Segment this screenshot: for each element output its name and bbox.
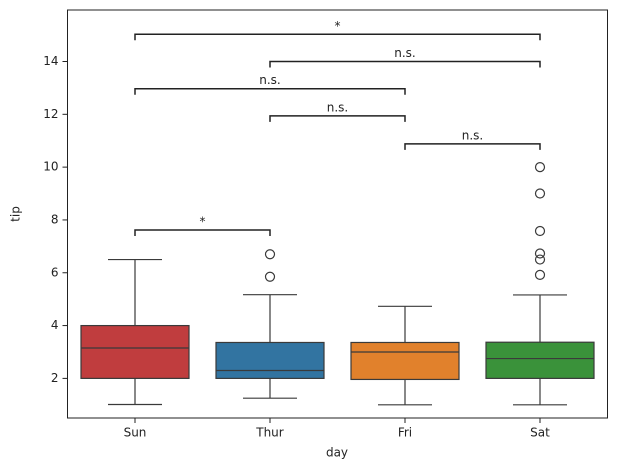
box xyxy=(215,341,325,379)
y-tick-label: 10 xyxy=(43,160,58,174)
outlier xyxy=(534,269,546,280)
significance-bracket xyxy=(269,60,541,68)
outlier xyxy=(264,249,276,260)
y-tick-label: 4 xyxy=(51,318,59,332)
significance-bracket xyxy=(134,229,271,236)
x-tick-label: Thur xyxy=(255,426,284,440)
box xyxy=(80,324,190,379)
y-tick-label: 6 xyxy=(51,265,59,279)
significance-bracket xyxy=(134,87,406,95)
x-tick-label: Sat xyxy=(530,426,550,440)
significance-label: * xyxy=(335,19,341,33)
y-axis-label: tip xyxy=(9,206,23,222)
y-tick-label: 8 xyxy=(51,212,59,226)
x-tick-label: Sun xyxy=(124,426,147,440)
x-axis-label: day xyxy=(326,446,348,460)
significance-label: * xyxy=(200,214,206,228)
outlier xyxy=(534,248,546,259)
outlier xyxy=(534,188,546,199)
significance-bracket xyxy=(269,115,406,122)
significance-label: n.s. xyxy=(394,46,416,60)
outlier xyxy=(534,254,546,265)
box xyxy=(485,341,595,379)
significance-label: n.s. xyxy=(462,128,484,142)
plot-frame xyxy=(67,9,608,419)
outlier xyxy=(534,162,546,173)
significance-label: n.s. xyxy=(259,73,281,87)
significance-bracket xyxy=(404,143,541,150)
y-tick-label: 2 xyxy=(51,371,59,385)
outlier xyxy=(264,271,276,282)
y-tick-label: 12 xyxy=(43,107,58,121)
x-tick-label: Fri xyxy=(398,426,412,440)
outlier xyxy=(534,225,546,237)
significance-bracket xyxy=(134,33,541,41)
significance-label: n.s. xyxy=(327,100,349,114)
box xyxy=(350,341,460,381)
y-tick-label: 14 xyxy=(43,54,58,68)
